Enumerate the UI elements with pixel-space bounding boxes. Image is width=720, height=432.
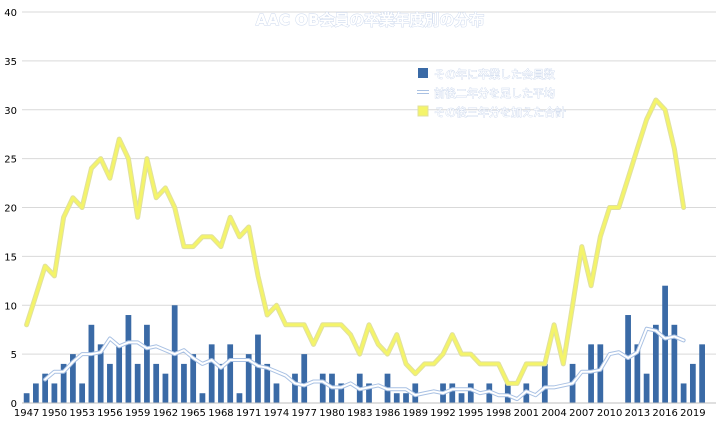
bar	[107, 363, 113, 403]
bar	[70, 354, 76, 403]
bar	[60, 363, 67, 403]
x-tick-label: 2019	[680, 408, 705, 419]
legend-cumulative-key	[417, 105, 429, 117]
x-tick-label: 1968	[208, 408, 233, 419]
x-tick-label: 1980	[319, 408, 344, 419]
x-tick-label: 1974	[264, 408, 289, 419]
bar	[144, 324, 150, 403]
x-tick-label: 1956	[97, 408, 122, 419]
bar	[458, 393, 465, 403]
x-tick-label: 1989	[403, 408, 428, 419]
bar	[597, 344, 604, 403]
bar	[403, 393, 409, 403]
bar	[449, 383, 456, 403]
x-tick-label: 1998	[486, 408, 511, 419]
bar	[218, 363, 224, 403]
bar	[79, 383, 86, 403]
y-tick-label: 20	[4, 204, 17, 215]
bar	[116, 344, 123, 403]
bar	[273, 383, 280, 403]
x-tick-label: 2013	[625, 408, 650, 419]
x-tick-label: 1959	[125, 408, 150, 419]
x-tick-label: 2010	[597, 408, 622, 419]
bar	[208, 344, 215, 403]
bar	[689, 363, 696, 403]
x-tick-label: 1992	[430, 408, 455, 419]
x-tick-label: 2016	[652, 408, 677, 419]
y-tick-label: 30	[4, 106, 17, 117]
bar	[23, 393, 30, 403]
bar	[181, 363, 187, 403]
legend-label: その年に卒業した会員数	[434, 67, 555, 81]
bar	[634, 344, 641, 403]
y-tick-label: 15	[4, 252, 17, 263]
bar	[199, 393, 206, 403]
bar	[236, 393, 243, 403]
bar	[42, 373, 49, 403]
x-tick-label: 1977	[292, 408, 317, 419]
bar	[245, 354, 252, 403]
y-tick-label: 5	[11, 350, 17, 361]
bar	[51, 383, 58, 403]
bar	[190, 354, 197, 403]
x-tick-label: 1986	[375, 408, 400, 419]
bar	[292, 373, 298, 403]
bar	[227, 344, 234, 403]
x-tick-label: 1953	[69, 408, 94, 419]
legend-bar-key	[418, 68, 428, 78]
y-tick-label: 25	[4, 155, 17, 166]
y-tick-label: 10	[4, 301, 17, 312]
bar	[125, 315, 132, 403]
y-tick-label: 0	[11, 399, 17, 410]
bar	[319, 373, 326, 403]
x-tick-label: 1965	[180, 408, 205, 419]
bar	[671, 324, 678, 403]
bar	[97, 344, 104, 403]
cumulative-line	[25, 98, 686, 385]
bar	[393, 393, 400, 403]
bar	[153, 363, 160, 403]
bar	[662, 285, 668, 403]
bar	[33, 383, 39, 403]
bar	[264, 363, 271, 403]
x-tick-label: 1947	[14, 408, 39, 419]
x-tick-label: 2007	[569, 408, 594, 419]
bar	[162, 373, 169, 403]
bar	[680, 383, 687, 403]
x-tick-label: 1983	[347, 408, 372, 419]
chart-title: AAC OB会員の卒業年度別の分布	[256, 11, 485, 29]
bar	[643, 373, 650, 403]
x-tick-label: 1950	[42, 408, 67, 419]
bar	[699, 344, 705, 403]
legend-label: その後三年分を加えた合計	[434, 105, 566, 119]
bar	[301, 354, 308, 403]
legend-label: 前後二年分を足した平均	[434, 86, 555, 100]
bar	[255, 334, 261, 403]
y-tick-label: 35	[4, 57, 17, 68]
x-tick-label: 2001	[514, 408, 539, 419]
x-tick-label: 1995	[458, 408, 483, 419]
x-tick-label: 1962	[153, 408, 178, 419]
bar	[134, 363, 141, 403]
bar	[88, 324, 95, 403]
axes: 0 5 10 15 20 25 30 35 40 1947 1950 1953 1956 1959 1962…	[4, 8, 716, 419]
bar	[467, 383, 474, 403]
y-tick-label: 40	[4, 8, 17, 19]
x-tick-label: 2004	[541, 408, 566, 419]
avg-line	[44, 327, 685, 401]
bar	[541, 363, 548, 403]
x-tick-label: 1971	[236, 408, 261, 419]
bar	[366, 383, 372, 403]
bar	[338, 383, 345, 403]
bar	[652, 324, 659, 403]
bar-series	[23, 285, 705, 403]
line-series	[24, 97, 687, 402]
